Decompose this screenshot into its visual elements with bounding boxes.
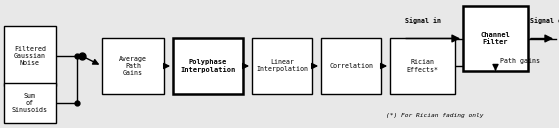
Text: Polyphase
Interpolation: Polyphase Interpolation <box>181 59 236 73</box>
Text: Average
Path
Gains: Average Path Gains <box>119 56 147 76</box>
Text: Sum
of
Sinusoids: Sum of Sinusoids <box>12 93 48 113</box>
Text: Rician
Effects*: Rician Effects* <box>406 60 438 72</box>
Text: Signal out: Signal out <box>530 17 559 24</box>
Bar <box>4 26 56 86</box>
Text: Filtered
Gaussian
Noise: Filtered Gaussian Noise <box>14 46 46 66</box>
Text: Path gains: Path gains <box>500 58 539 64</box>
Bar <box>390 38 455 94</box>
Bar <box>173 38 243 94</box>
Text: Correlation: Correlation <box>329 63 373 69</box>
Bar <box>321 38 381 94</box>
Text: Channel
Filter: Channel Filter <box>481 32 510 45</box>
Text: Linear
Interpolation: Linear Interpolation <box>256 60 308 72</box>
Bar <box>252 38 312 94</box>
Bar <box>463 6 528 71</box>
Bar <box>102 38 164 94</box>
Text: (*) For Rician fading only: (*) For Rician fading only <box>386 113 484 118</box>
Bar <box>4 83 56 123</box>
Text: Signal in: Signal in <box>405 17 441 24</box>
